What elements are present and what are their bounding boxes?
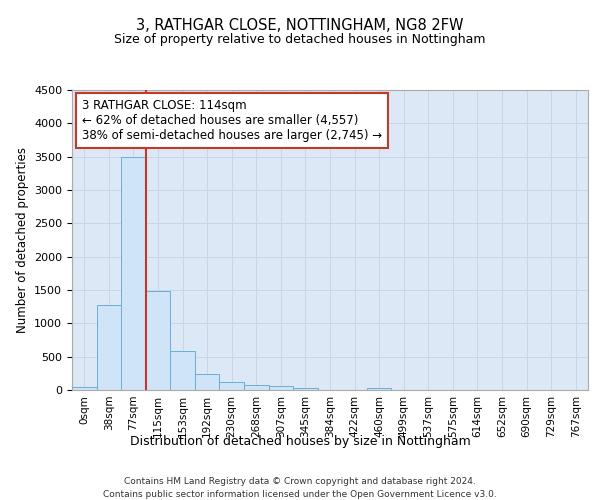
Bar — [195, 374, 220, 390]
Text: Contains HM Land Registry data © Crown copyright and database right 2024.: Contains HM Land Registry data © Crown c… — [124, 478, 476, 486]
Bar — [72, 386, 97, 390]
Bar — [97, 304, 121, 390]
Text: 3 RATHGAR CLOSE: 114sqm
← 62% of detached houses are smaller (4,557)
38% of semi: 3 RATHGAR CLOSE: 114sqm ← 62% of detache… — [82, 99, 382, 142]
Bar — [170, 352, 195, 390]
Bar — [220, 382, 244, 390]
Bar — [121, 156, 146, 390]
Bar — [146, 292, 170, 390]
Text: 3, RATHGAR CLOSE, NOTTINGHAM, NG8 2FW: 3, RATHGAR CLOSE, NOTTINGHAM, NG8 2FW — [136, 18, 464, 32]
Text: Size of property relative to detached houses in Nottingham: Size of property relative to detached ho… — [114, 32, 486, 46]
Bar — [293, 388, 318, 390]
Y-axis label: Number of detached properties: Number of detached properties — [16, 147, 29, 333]
Bar — [269, 386, 293, 390]
Bar — [244, 384, 269, 390]
Bar — [367, 388, 391, 390]
Text: Distribution of detached houses by size in Nottingham: Distribution of detached houses by size … — [130, 435, 470, 448]
Text: Contains public sector information licensed under the Open Government Licence v3: Contains public sector information licen… — [103, 490, 497, 499]
